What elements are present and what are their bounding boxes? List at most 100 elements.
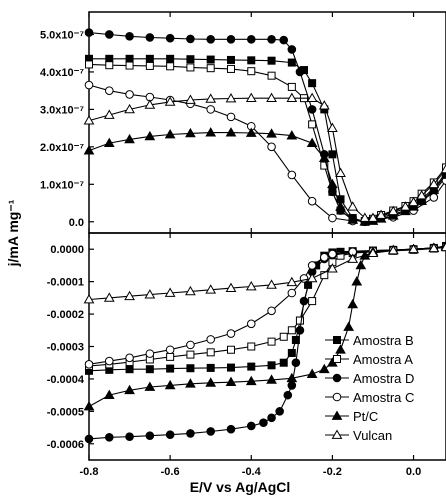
data-point [309,121,316,128]
data-point [248,343,255,350]
x-axis-label: E/V vs Ag/AgCl [190,479,291,495]
data-point [167,55,174,62]
data-point [248,68,255,75]
series-amostra-a-top [86,61,446,225]
data-point [207,65,214,72]
data-point [260,419,268,427]
data-point [292,359,300,367]
data-point [296,68,304,76]
series-vulcan-bottom [85,243,446,303]
data-point [85,402,94,410]
y-tick-label: -0.0001 [47,277,84,289]
data-point [85,81,93,89]
y-tick-label: -0.0004 [47,374,85,386]
data-point [105,31,113,39]
data-point [329,151,336,158]
data-point [146,366,153,373]
data-point [167,63,174,70]
y-axis-label: j/mA mg⁻¹ [5,199,21,267]
data-point [288,289,296,297]
data-point [288,171,296,179]
y-tick-label: 2.0x10⁻⁷ [40,142,84,154]
data-point [308,370,317,378]
data-point [344,323,353,331]
data-point [352,277,361,285]
data-point [248,57,255,64]
data-point [356,261,365,269]
data-point [105,357,113,365]
data-point [248,363,255,370]
data-point [329,250,337,258]
x-tick-label: 0.0 [406,466,421,478]
legend-marker [334,337,341,344]
legend-marker [333,374,341,382]
data-point [247,422,255,430]
legend-label: Amostra B [353,333,414,348]
data-point [309,298,316,305]
legend-label: Vulcan [353,428,392,443]
x-tick-label: -0.6 [161,466,180,478]
data-point [85,361,93,369]
data-point [207,36,215,44]
data-point [126,91,134,99]
data-point [227,65,234,72]
data-point [187,64,194,71]
y-tick-label: -0.0002 [47,309,84,321]
panel-top: 0.0 1.0x10⁻⁷ 2.0x10⁻⁷ 3.0x10⁻⁷ 4.0x10⁻⁷ 5.0x1… [40,12,446,233]
data-point [146,34,154,42]
data-point [227,113,235,121]
legend-label: Amostra C [353,390,414,405]
data-point [247,320,255,328]
data-point [227,330,235,338]
data-point [126,433,134,441]
x-tick-label: -0.4 [242,466,262,478]
data-point [268,143,276,151]
data-point [288,349,295,356]
data-point [105,434,113,442]
data-point [268,57,275,64]
data-point [166,34,174,42]
data-point [105,87,113,95]
data-point [430,194,438,202]
data-point [348,202,357,210]
data-point [187,35,195,43]
legend-label: Pt/C [353,409,378,424]
y-tick-label: 5.0x10⁻⁷ [40,29,84,41]
y-tick-label: 3.0x10⁻⁷ [40,104,84,116]
data-point [227,346,234,353]
data-point [146,350,154,358]
series-line [89,59,446,222]
data-point [288,327,295,334]
x-tick-label: -0.2 [323,466,342,478]
data-point [86,61,93,68]
y-tick-label: 0.0 [69,217,84,229]
data-point [126,55,133,62]
legend-label: Amostra D [353,371,414,386]
data-point [280,359,287,366]
y-tick-label: 1.0x10⁻⁷ [40,179,84,191]
series-line [89,85,446,221]
data-point [309,80,316,87]
data-point [187,365,194,372]
data-point [336,169,345,177]
data-point [287,94,296,102]
data-point [336,345,345,353]
data-point [167,353,174,360]
x-tick-label: -0.8 [80,466,99,478]
y-tick-label: 4.0x10⁻⁷ [40,67,84,79]
data-point [207,336,215,344]
data-point [187,341,195,349]
data-point [187,430,195,438]
y-tick-label: -0.0003 [47,342,84,354]
data-point [227,364,234,371]
data-point [126,366,133,373]
data-point [329,214,337,222]
data-point [166,431,174,439]
data-point [247,36,255,44]
data-point [308,94,317,102]
data-point [296,326,304,334]
data-point [227,56,234,63]
top-series-layer [85,29,446,226]
data-point [247,94,256,102]
